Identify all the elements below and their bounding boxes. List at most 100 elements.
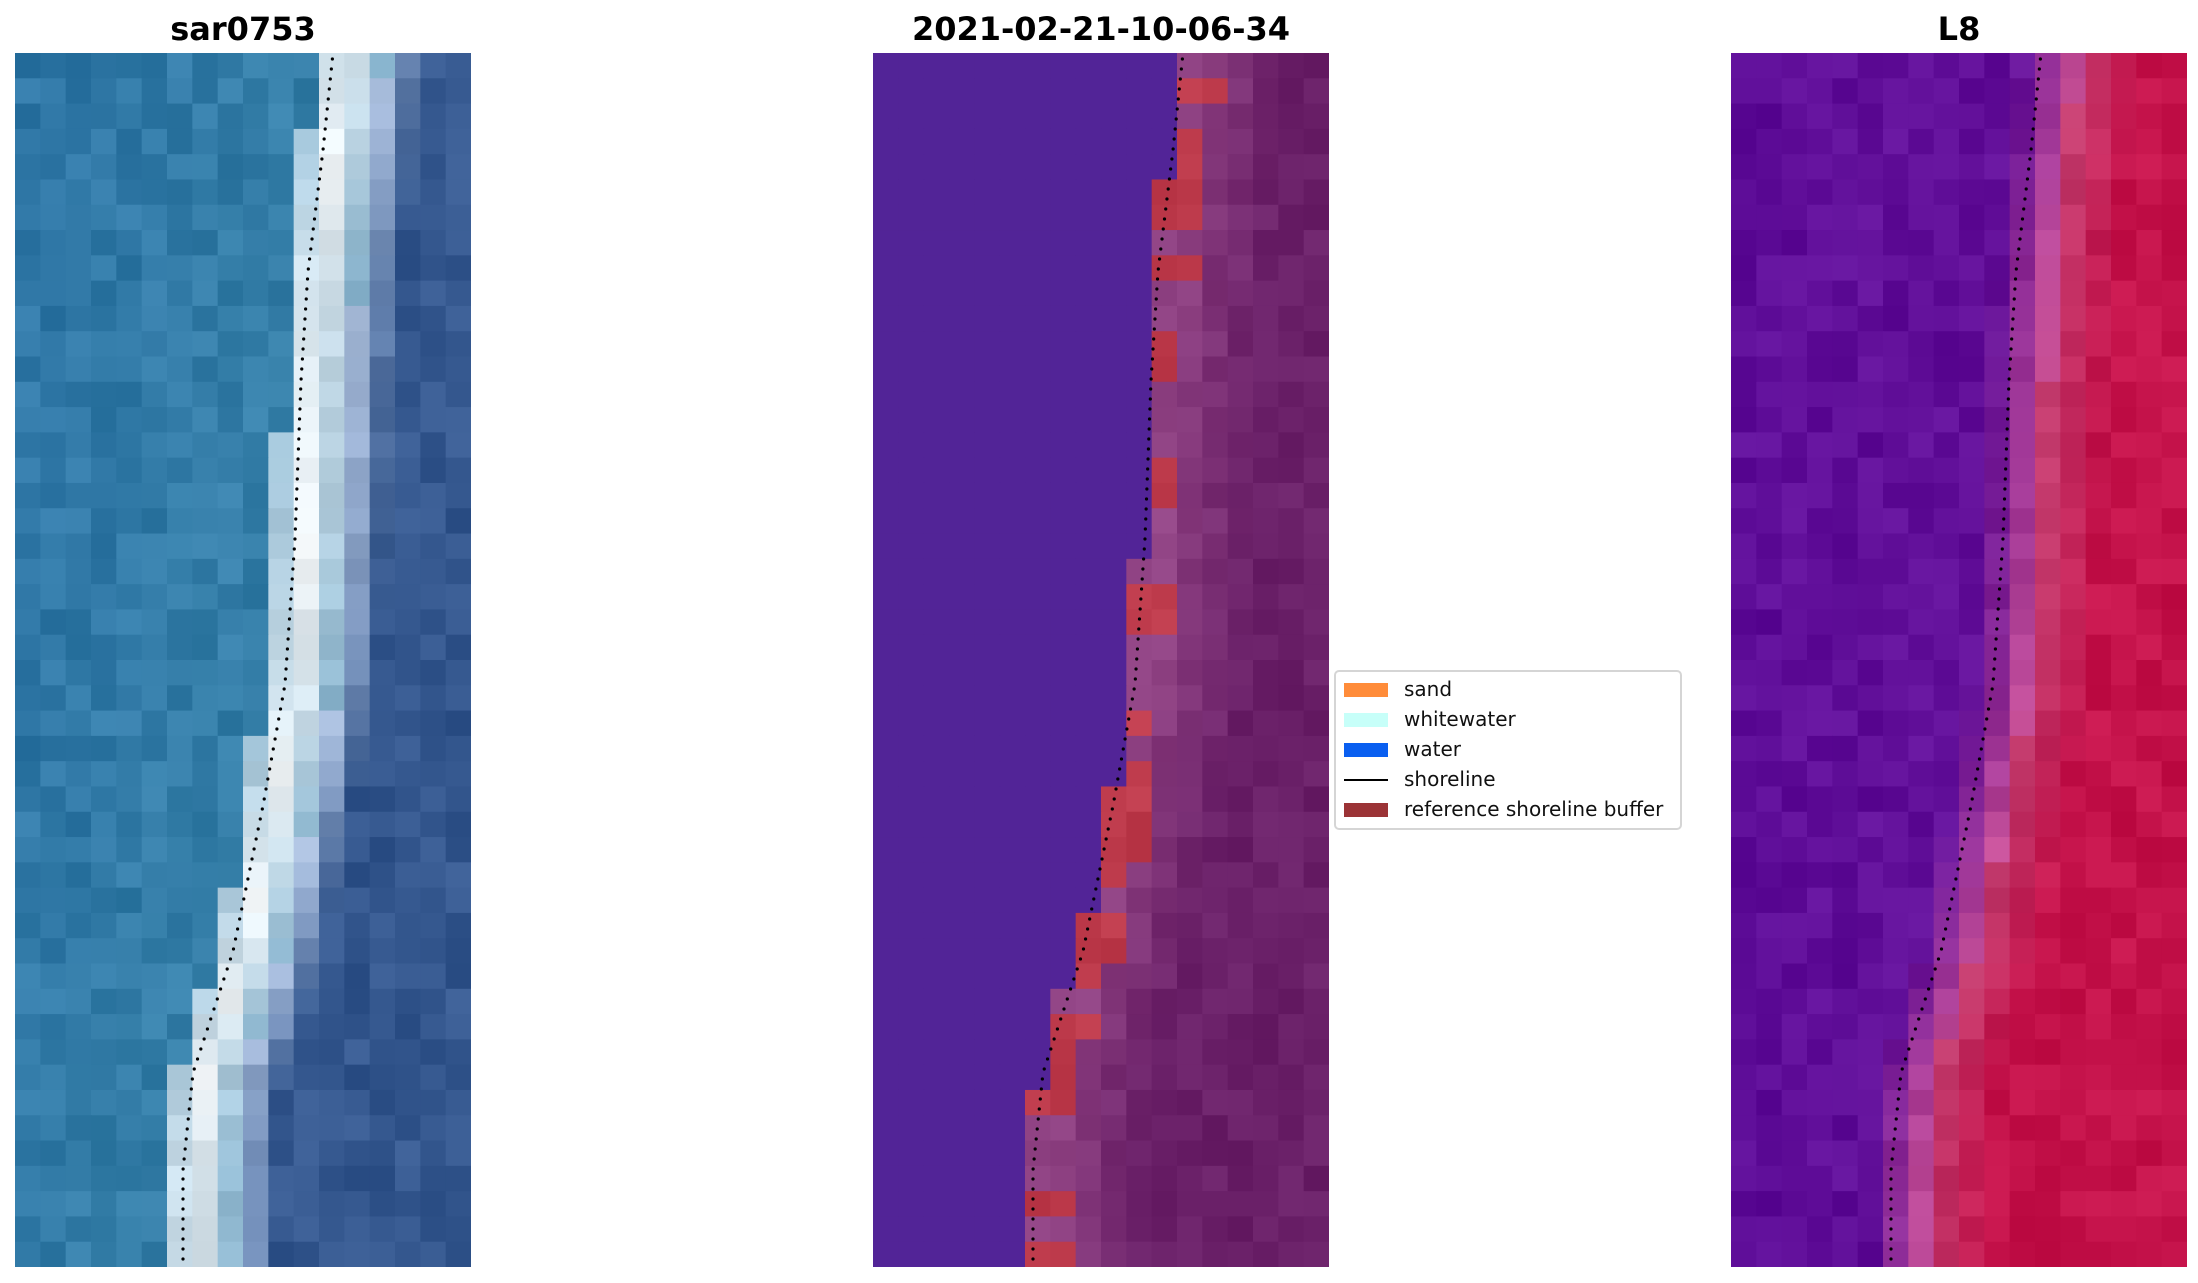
- pixel-cell: [1253, 255, 1279, 282]
- shoreline-point: [298, 407, 302, 411]
- pixel-cell: [293, 1115, 320, 1142]
- pixel-cell: [1781, 761, 1808, 788]
- pixel-cell: [1050, 761, 1077, 788]
- pixel-cell: [243, 179, 269, 206]
- pixel-cell: [369, 685, 396, 712]
- pixel-cell: [1151, 1140, 1178, 1167]
- shoreline-point: [254, 837, 258, 841]
- pixel-cell: [1303, 837, 1329, 863]
- pixel-cell: [217, 508, 244, 535]
- pixel-cell: [1807, 786, 1833, 813]
- pixel-cell: [116, 305, 143, 332]
- pixel-cell: [1756, 179, 1783, 206]
- pixel-cell: [1908, 963, 1935, 990]
- pixel-cell: [2161, 128, 2187, 155]
- pixel-cell: [369, 280, 396, 307]
- pixel-cell: [1984, 912, 2011, 939]
- pixel-cell: [1278, 988, 1305, 1015]
- pixel-cell: [2035, 1064, 2061, 1091]
- pixel-cell: [1731, 584, 1757, 611]
- pixel-cell: [1202, 887, 1229, 914]
- pixel-cell: [243, 230, 269, 256]
- legend-swatch-reference-buffer: [1344, 803, 1388, 817]
- pixel-cell: [1933, 204, 1960, 231]
- shoreline-point: [1148, 397, 1152, 401]
- shoreline-point: [1889, 1197, 1893, 1201]
- pixel-cell: [369, 381, 396, 408]
- pixel-cell: [1731, 280, 1757, 307]
- shoreline-point: [187, 1107, 191, 1111]
- pixel-cell: [141, 1115, 168, 1142]
- pixel-cell: [1807, 1039, 1833, 1066]
- pixel-cell: [141, 356, 168, 383]
- pixel-cell: [1151, 735, 1178, 762]
- pixel-cell: [369, 1140, 396, 1167]
- pixel-cell: [1075, 230, 1102, 256]
- pixel-cell: [1202, 1140, 1229, 1167]
- pixel-cell: [395, 407, 421, 433]
- pixel-cell: [1050, 381, 1077, 408]
- pixel-cell: [420, 1165, 447, 1192]
- pixel-cell: [1101, 255, 1127, 282]
- pixel-cell: [1202, 1039, 1229, 1066]
- pixel-cell: [15, 837, 41, 863]
- pixel-cell: [1781, 103, 1808, 130]
- pixel-cell: [91, 786, 117, 813]
- pixel-cell: [319, 1115, 345, 1142]
- pixel-cell: [1025, 660, 1051, 686]
- shoreline-point: [1031, 1207, 1035, 1211]
- pixel-cell: [293, 154, 320, 181]
- pixel-cell: [319, 988, 345, 1015]
- pixel-cell: [344, 230, 371, 256]
- pixel-cell: [217, 230, 244, 256]
- pixel-cell: [15, 407, 41, 433]
- pixel-cell: [1781, 179, 1808, 206]
- pixel-cell: [974, 356, 1001, 383]
- pixel-cell: [1857, 685, 1884, 712]
- pixel-cell: [1253, 1165, 1279, 1192]
- pixel-cell: [1303, 1064, 1329, 1091]
- shoreline-point: [1889, 1167, 1893, 1171]
- pixel-cell: [15, 154, 41, 181]
- pixel-cell: [420, 482, 447, 509]
- pixel-cell: [2035, 988, 2061, 1015]
- pixel-cell: [141, 1216, 168, 1243]
- pixel-cell: [1278, 533, 1305, 560]
- pixel-cell: [1807, 912, 1833, 939]
- pixel-cell: [293, 508, 320, 535]
- pixel-cell: [873, 761, 899, 788]
- pixel-cell: [395, 1115, 421, 1142]
- pixel-cell: [1756, 1191, 1783, 1218]
- pixel-cell: [1933, 1064, 1960, 1091]
- pixel-cell: [1807, 634, 1833, 661]
- pixel-cell: [91, 1216, 117, 1243]
- shoreline-point: [1132, 687, 1136, 691]
- pixel-cell: [1227, 1191, 1254, 1218]
- pixel-cell: [369, 230, 396, 256]
- pixel-cell: [1253, 988, 1279, 1015]
- pixel-cell: [1832, 154, 1859, 181]
- rgb-image: [15, 53, 471, 1267]
- pixel-cell: [1050, 407, 1077, 433]
- pixel-cell: [395, 154, 421, 181]
- pixel-cell: [1025, 685, 1051, 712]
- pixel-cell: [1202, 154, 1229, 181]
- pixel-cell: [1807, 331, 1833, 358]
- pixel-cell: [445, 786, 471, 813]
- pixel-cell: [1807, 508, 1833, 535]
- pixel-cell: [1959, 280, 1985, 307]
- shoreline-point: [1960, 847, 1964, 851]
- legend-item-sand: sand: [1336, 674, 1680, 704]
- pixel-cell: [1025, 1191, 1051, 1218]
- pixel-cell: [40, 862, 67, 889]
- pixel-cell: [1756, 811, 1783, 838]
- pixel-cell: [319, 1191, 345, 1218]
- pixel-cell: [1832, 128, 1859, 155]
- pixel-cell: [1025, 128, 1051, 155]
- pixel-cell: [344, 1014, 371, 1040]
- shoreline-point: [316, 187, 320, 191]
- pixel-cell: [1731, 1140, 1757, 1167]
- pixel-cell: [1959, 558, 1985, 585]
- pixel-cell: [873, 78, 899, 105]
- pixel-cell: [1984, 862, 2011, 889]
